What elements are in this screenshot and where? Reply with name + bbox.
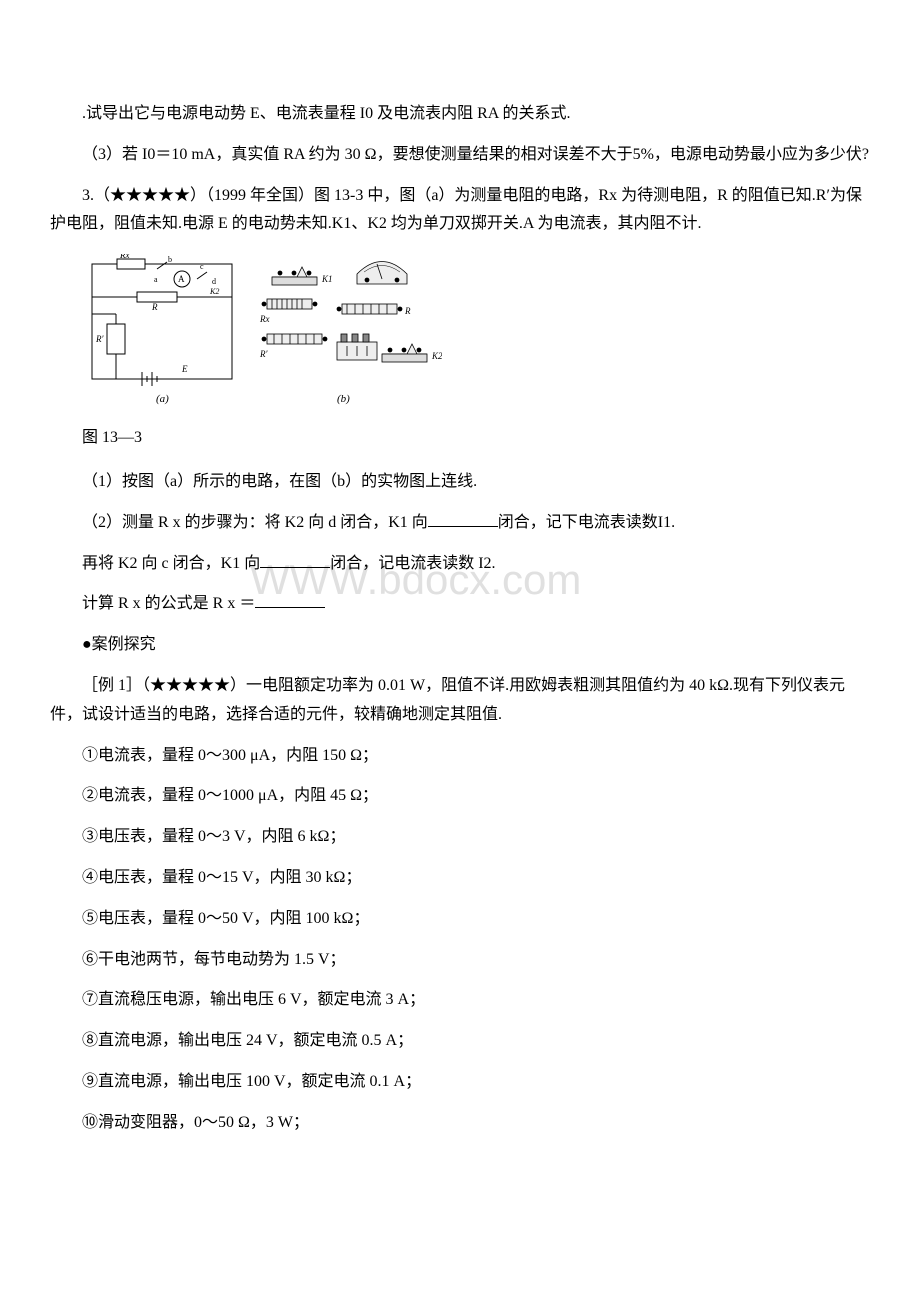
para-step2b: 再将 K2 向 c 闭合，K1 向 闭合，记电流表读数 I2. xyxy=(50,550,870,579)
svg-text:R′: R′ xyxy=(259,349,268,359)
figure-label: 图 13—3 xyxy=(82,424,870,453)
watermark-line-1: 再将 K2 向 c 闭合，K1 向闭合，记电流表读数 I2. WWW.bdocx… xyxy=(50,550,870,579)
para-question3: （3）若 I0＝10 mA，真实值 RA 约为 30 Ω，要想使测量结果的相对误… xyxy=(50,141,870,170)
blank-k1-second xyxy=(260,552,330,568)
para-step1: （1）按图（a）所示的电路，在图（b）的实物图上连线. xyxy=(50,468,870,497)
step2b-text2: 闭合，记电流表读数 I2. xyxy=(330,555,495,572)
item-9: ⑨直流电源，输出电压 100 V，额定电流 0.1 A； xyxy=(50,1068,870,1097)
svg-text:(a): (a) xyxy=(156,393,169,405)
item-4: ④电压表，量程 0～15 V，内阻 30 kΩ； xyxy=(50,864,870,893)
item-8: ⑧直流电源，输出电压 24 V，额定电流 0.5 A； xyxy=(50,1027,870,1056)
figure-13-3: Rx a b A c d K2 R R′ xyxy=(82,254,870,414)
item-10: ⑩滑动变阻器，0～50 Ω，3 W； xyxy=(50,1109,870,1138)
svg-text:d: d xyxy=(212,277,216,286)
para-example1: ［例 1］（★★★★★）一电阻额定功率为 0.01 W，阻值不详.用欧姆表粗测其… xyxy=(50,672,870,730)
formula-text: 计算 R x 的公式是 R x ＝ xyxy=(82,595,255,612)
svg-text:K2: K2 xyxy=(209,287,219,296)
para-case-study: ●案例探究 xyxy=(50,631,870,660)
item-7: ⑦直流稳压电源，输出电压 6 V，额定电流 3 A； xyxy=(50,986,870,1015)
blank-formula xyxy=(255,592,325,608)
svg-text:(b): (b) xyxy=(337,393,350,405)
step2-text2: 闭合，记下电流表读数I1. xyxy=(498,514,675,531)
step2-text1: （2）测量 R x 的步骤为：将 K2 向 d 闭合，K1 向 xyxy=(82,514,428,531)
item-5: ⑤电压表，量程 0～50 V，内阻 100 kΩ； xyxy=(50,905,870,934)
circuit-diagram: Rx a b A c d K2 R R′ xyxy=(82,254,442,414)
svg-text:R: R xyxy=(404,306,411,316)
step2b-text1: 再将 K2 向 c 闭合，K1 向 xyxy=(82,555,260,572)
svg-text:Rx: Rx xyxy=(259,314,270,324)
svg-text:Rx: Rx xyxy=(119,254,130,260)
svg-text:E: E xyxy=(181,364,188,374)
svg-text:A: A xyxy=(178,274,185,284)
para-formula: 计算 R x 的公式是 R x ＝ xyxy=(50,590,870,619)
blank-k1-first xyxy=(428,511,498,527)
svg-text:c: c xyxy=(200,262,204,271)
svg-text:K2: K2 xyxy=(431,351,442,361)
item-2: ②电流表，量程 0～1000 μA，内阻 45 Ω； xyxy=(50,782,870,811)
svg-text:R′: R′ xyxy=(95,334,104,344)
item-6: ⑥干电池两节，每节电动势为 1.5 V； xyxy=(50,946,870,975)
para-step2: （2）测量 R x 的步骤为：将 K2 向 d 闭合，K1 向 闭合，记下电流表读… xyxy=(50,509,870,538)
para-problem3: 3.（★★★★★）（1999 年全国）图 13-3 中，图（a）为测量电阻的电路… xyxy=(50,182,870,240)
para-relationship: .试导出它与电源电动势 E、电流表量程 I0 及电流表内阻 RA 的关系式. xyxy=(50,100,870,129)
svg-text:a: a xyxy=(154,275,158,284)
item-1: ①电流表，量程 0～300 μA，内阻 150 Ω； xyxy=(50,742,870,771)
svg-text:b: b xyxy=(168,255,172,264)
svg-text:K1: K1 xyxy=(321,274,333,284)
svg-text:R: R xyxy=(151,302,158,312)
item-3: ③电压表，量程 0～3 V，内阻 6 kΩ； xyxy=(50,823,870,852)
